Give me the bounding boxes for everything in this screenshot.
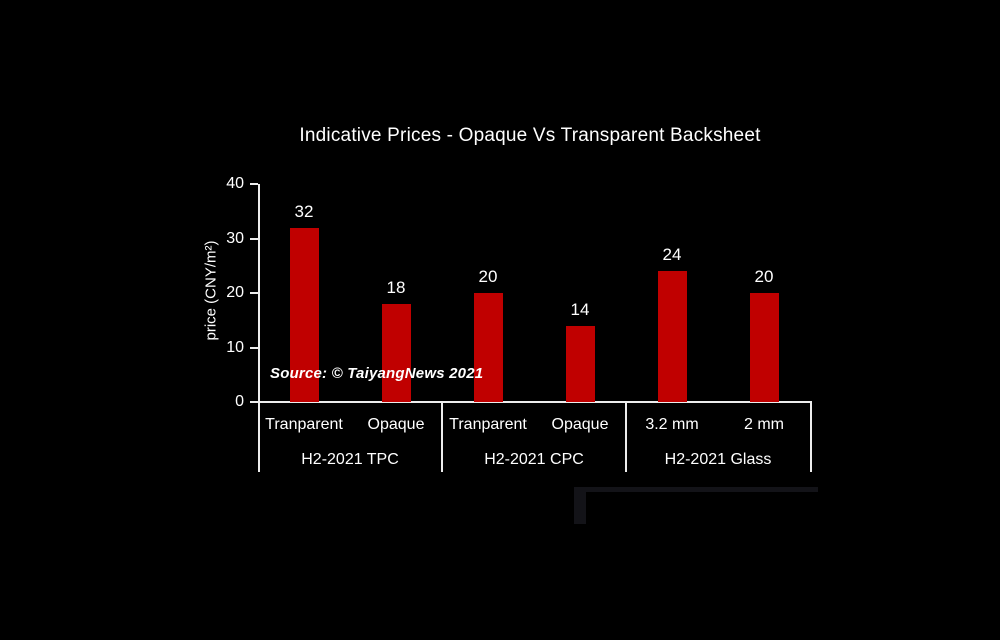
bar — [473, 293, 503, 402]
bar-value-label: 24 — [662, 245, 682, 264]
decorative-rect-left — [574, 487, 586, 524]
bar-value-label: 20 — [754, 267, 774, 286]
category-series-label: Opaque — [367, 416, 425, 433]
category-group-label: H2-2021 TPC — [301, 451, 399, 468]
y-tick-mark — [250, 292, 258, 294]
category-series-label: Tranparent — [265, 416, 343, 433]
y-tick-label: 30 — [226, 229, 244, 247]
source-credit: Source: © TaiyangNews 2021 — [270, 365, 484, 382]
y-tick-label: 20 — [226, 284, 244, 301]
decorative-rect-top — [574, 487, 818, 492]
category-group-separator — [441, 402, 443, 472]
category-group-separator — [625, 402, 627, 472]
chart-title: Indicative Prices - Opaque Vs Transparen… — [299, 125, 761, 146]
category-series-label: Opaque — [551, 416, 609, 433]
bar-value-label: 20 — [478, 267, 498, 286]
bar — [657, 271, 687, 402]
bar-value-label: 32 — [294, 202, 314, 221]
category-group-label: H2-2021 Glass — [664, 451, 772, 468]
bar — [381, 304, 411, 402]
bar — [749, 293, 779, 402]
y-tick-mark — [250, 183, 258, 185]
y-tick-mark — [250, 237, 258, 240]
category-series-label: 2 mm — [744, 416, 784, 433]
category-axis-right-border — [810, 402, 812, 472]
x-axis-line — [250, 401, 812, 403]
bar-value-label: 14 — [570, 300, 590, 319]
bar — [289, 228, 319, 402]
category-group-label: H2-2021 CPC — [484, 451, 584, 468]
bar — [565, 326, 595, 402]
y-tick-label: 10 — [226, 338, 244, 356]
category-series-label: Tranparent — [449, 416, 527, 433]
y-axis-line — [258, 184, 260, 472]
bar-value-label: 18 — [386, 278, 406, 297]
y-tick-label: 40 — [226, 175, 244, 192]
y-tick-label: 0 — [235, 393, 244, 410]
category-series-label: 3.2 mm — [645, 416, 699, 433]
y-tick-mark — [250, 346, 258, 349]
